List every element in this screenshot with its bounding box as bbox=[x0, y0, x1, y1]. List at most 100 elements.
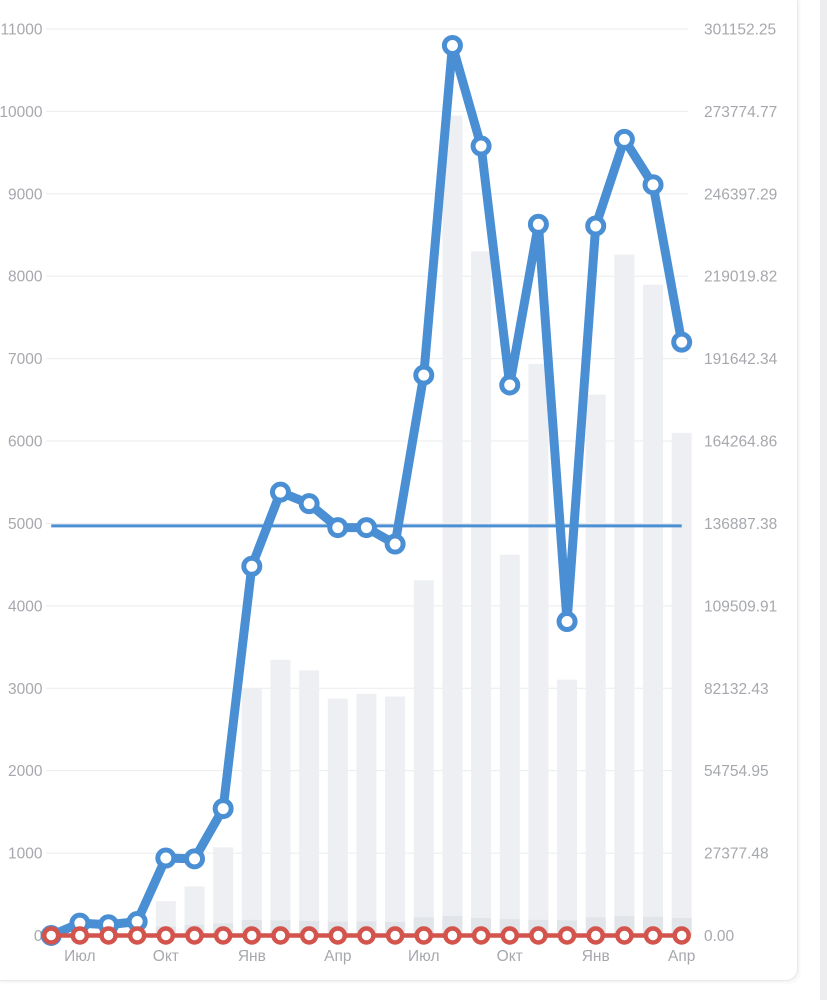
data-point-marker[interactable] bbox=[299, 926, 319, 945]
data-point-marker[interactable] bbox=[643, 926, 663, 945]
data-point-marker[interactable] bbox=[642, 174, 664, 196]
bar[interactable] bbox=[471, 251, 492, 936]
x-axis-label: Окт bbox=[153, 948, 179, 965]
bar[interactable] bbox=[499, 554, 520, 936]
left-axis-labels: 1100010000900080007000600050004000300020… bbox=[0, 22, 43, 946]
bar[interactable] bbox=[299, 670, 320, 936]
left-axis-tick: 7000 bbox=[8, 351, 43, 368]
x-axis-labels: Июл Окт Янв Апр Июл Окт Янв Апр bbox=[64, 948, 695, 965]
bar[interactable] bbox=[356, 693, 377, 936]
data-point-marker[interactable] bbox=[357, 926, 376, 945]
right-axis-tick: 219019.82 bbox=[704, 269, 777, 286]
data-point-marker[interactable] bbox=[413, 364, 435, 386]
right-axis-tick: 54754.95 bbox=[704, 763, 769, 780]
data-point-marker[interactable] bbox=[529, 926, 548, 945]
right-axis-tick: 191642.34 bbox=[704, 351, 778, 368]
data-point-marker[interactable] bbox=[613, 128, 635, 150]
right-axis-tick: 136887.38 bbox=[704, 516, 777, 533]
data-point-marker[interactable] bbox=[185, 926, 204, 945]
data-point-marker[interactable] bbox=[441, 34, 463, 56]
data-point-marker[interactable] bbox=[298, 493, 320, 515]
adjacent-panel-edge bbox=[820, 0, 827, 1000]
data-point-marker[interactable] bbox=[99, 926, 118, 945]
data-point-marker[interactable] bbox=[384, 533, 406, 555]
data-point-marker[interactable] bbox=[70, 926, 90, 945]
bar[interactable] bbox=[557, 679, 578, 936]
x-axis-label: Апр bbox=[324, 948, 351, 965]
data-point-marker[interactable] bbox=[355, 517, 377, 539]
data-point-marker[interactable] bbox=[470, 135, 492, 157]
data-point-marker[interactable] bbox=[271, 926, 290, 945]
bar[interactable] bbox=[413, 580, 434, 936]
left-axis-tick: 10000 bbox=[0, 104, 43, 121]
x-axis-label: Окт bbox=[497, 948, 523, 965]
data-point-marker[interactable] bbox=[327, 517, 349, 539]
right-axis-tick: 0.00 bbox=[704, 928, 735, 945]
right-axis-labels: 301152.25 273774.77 246397.29 219019.82 1916… bbox=[704, 22, 778, 946]
data-point-marker[interactable] bbox=[155, 847, 177, 869]
data-point-marker[interactable] bbox=[156, 926, 176, 945]
data-point-marker[interactable] bbox=[671, 331, 693, 353]
combo-chart: 1100010000900080007000600050004000300020… bbox=[0, 22, 778, 966]
left-axis-tick: 9000 bbox=[8, 186, 43, 203]
left-axis-tick: 5000 bbox=[8, 516, 43, 533]
right-axis-tick: 82132.43 bbox=[704, 681, 769, 698]
left-axis-tick: 11000 bbox=[1, 22, 43, 39]
data-point-marker[interactable] bbox=[385, 926, 405, 945]
red-markers bbox=[41, 926, 691, 945]
x-axis-label: Янв bbox=[582, 948, 610, 965]
data-point-marker[interactable] bbox=[269, 481, 291, 503]
bar[interactable] bbox=[671, 432, 692, 936]
left-axis-tick: 3000 bbox=[8, 681, 43, 698]
data-point-marker[interactable] bbox=[527, 213, 549, 235]
data-point-marker[interactable] bbox=[414, 926, 434, 945]
left-axis-tick: 1000 bbox=[8, 846, 43, 863]
data-point-marker[interactable] bbox=[499, 374, 521, 396]
x-axis-label: Июл bbox=[64, 948, 95, 965]
right-axis-tick: 301152.25 bbox=[704, 22, 776, 39]
bar-series-primary bbox=[155, 115, 692, 936]
left-axis-tick: 6000 bbox=[8, 434, 43, 451]
data-point-marker[interactable] bbox=[586, 926, 605, 945]
left-axis-tick: 8000 bbox=[8, 269, 43, 286]
left-axis-tick: 4000 bbox=[8, 598, 43, 615]
bar[interactable] bbox=[528, 363, 549, 936]
data-point-marker[interactable] bbox=[213, 926, 233, 945]
right-axis-tick: 164264.86 bbox=[704, 434, 777, 451]
data-point-marker[interactable] bbox=[443, 926, 462, 945]
x-axis-label: Июл bbox=[408, 948, 439, 965]
data-point-marker[interactable] bbox=[127, 926, 147, 945]
data-point-marker[interactable] bbox=[212, 798, 234, 820]
bar[interactable] bbox=[585, 394, 606, 936]
data-point-marker[interactable] bbox=[41, 926, 61, 945]
right-axis-tick: 246397.29 bbox=[704, 186, 777, 203]
bar[interactable] bbox=[184, 886, 205, 936]
data-point-marker[interactable] bbox=[615, 926, 634, 945]
x-axis-label: Янв bbox=[238, 948, 266, 965]
data-point-marker[interactable] bbox=[500, 926, 519, 945]
right-axis-tick: 109509.91 bbox=[704, 598, 777, 615]
x-axis-label: Апр bbox=[668, 948, 695, 965]
right-axis-tick: 273774.77 bbox=[704, 104, 777, 121]
bar[interactable] bbox=[385, 696, 406, 936]
data-point-marker[interactable] bbox=[471, 926, 491, 945]
chart-card: 11000 10000 9000 8000 7000 6000 5000 4000 3000 20… bbox=[0, 0, 798, 981]
blue-markers bbox=[40, 34, 693, 946]
bar[interactable] bbox=[270, 659, 291, 936]
right-axis-tick: 27377.48 bbox=[704, 846, 769, 863]
data-point-marker[interactable] bbox=[241, 555, 263, 577]
bar[interactable] bbox=[241, 688, 262, 936]
bar[interactable] bbox=[643, 284, 664, 936]
data-point-marker[interactable] bbox=[585, 215, 607, 237]
data-point-marker[interactable] bbox=[328, 926, 348, 945]
data-point-marker[interactable] bbox=[672, 926, 691, 945]
bar[interactable] bbox=[614, 254, 635, 936]
data-point-marker[interactable] bbox=[557, 926, 577, 945]
data-point-marker[interactable] bbox=[242, 926, 262, 945]
bar[interactable] bbox=[213, 847, 234, 936]
left-axis-tick: 0 bbox=[34, 928, 43, 945]
bar[interactable] bbox=[327, 698, 348, 936]
data-point-marker[interactable] bbox=[183, 848, 205, 870]
data-point-marker[interactable] bbox=[556, 611, 578, 633]
